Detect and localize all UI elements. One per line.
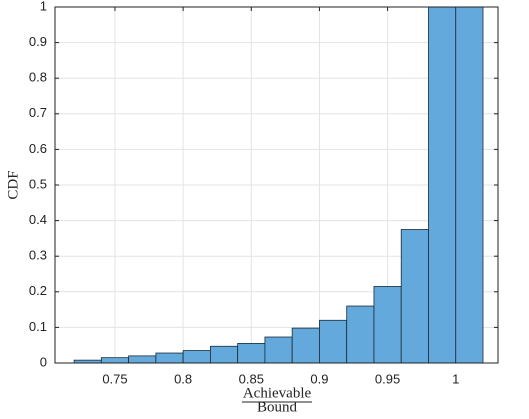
bar [209,345,239,364]
bar [182,350,211,364]
x-tick-label: 1 [452,371,459,386]
x-label-numerator: Achievable [243,385,312,401]
y-tick-label: 0.3 [29,248,47,263]
y-tick-label: 0.1 [29,319,47,334]
bar [100,357,130,364]
y-tick-label: 0 [40,354,47,369]
y-tick-label: 0.8 [29,70,47,85]
x-tick-label: 0.8 [174,371,192,386]
x-tick-label: 0.9 [310,371,328,386]
x-tick-label: 0.75 [102,371,127,386]
bar [155,352,184,364]
y-tick-label: 0.9 [29,34,47,49]
bar [237,343,266,364]
y-label: CDF [5,170,21,199]
bar [291,327,320,364]
bar [128,355,157,364]
bar [428,6,457,364]
y-tick-label: 0.5 [29,176,47,191]
y-tick-label: 1 [40,0,47,13]
bar [264,336,293,364]
bar [373,286,402,364]
y-tick-label: 0.6 [29,141,47,156]
x-tick-label: 0.85 [239,371,264,386]
y-tick-label: 0.4 [29,212,47,227]
bar [400,229,429,364]
bar [346,305,375,364]
bar [455,6,484,364]
plot-frame [54,6,499,364]
y-tick-label: 0.2 [29,283,47,298]
y-tick-label: 0.7 [29,105,47,120]
bar [319,319,348,364]
x-tick-label: 0.95 [375,371,400,386]
x-label-denominator: Bound [257,399,298,414]
